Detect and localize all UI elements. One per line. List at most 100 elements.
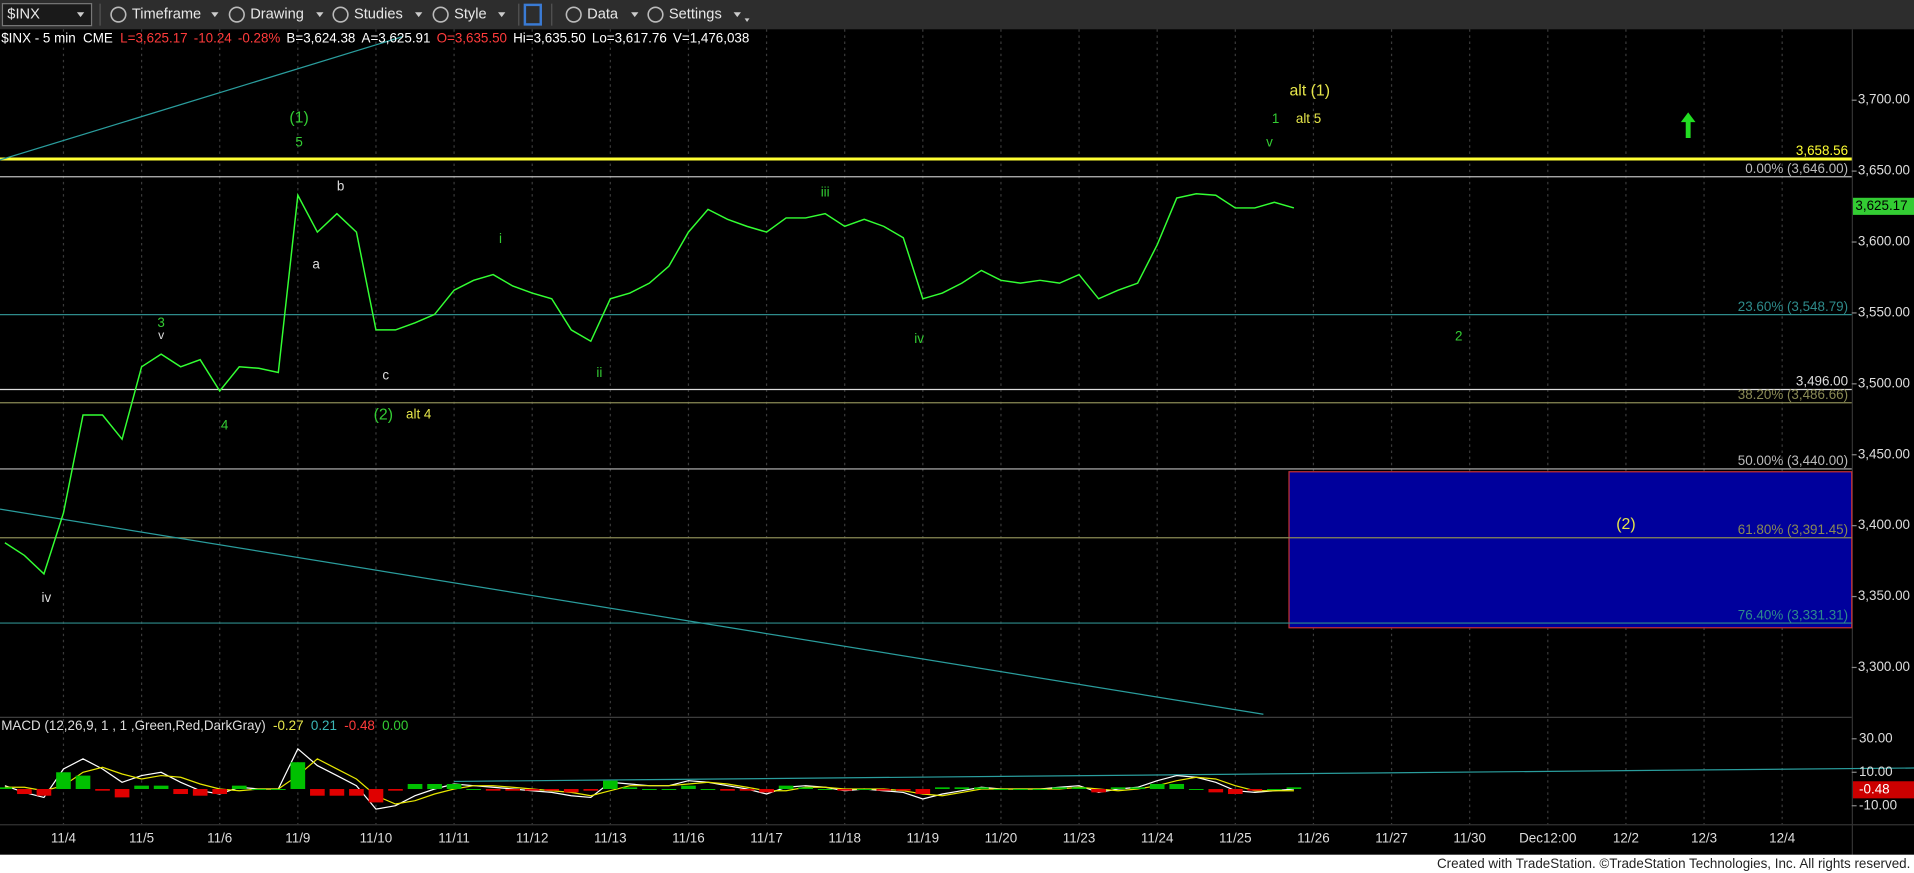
menu-label[interactable]: Data xyxy=(587,7,619,23)
macd-histogram-bar xyxy=(876,789,892,791)
x-tick-label: 11/10 xyxy=(360,830,393,845)
menu-item[interactable]: Studies xyxy=(332,7,423,23)
wave-label: 2 xyxy=(1455,329,1462,344)
macd-histogram-bar xyxy=(837,789,853,791)
up-arrow xyxy=(1680,112,1696,138)
macd-histogram-bar xyxy=(935,787,950,790)
menu-item[interactable]: Drawing xyxy=(228,6,324,23)
macd-histogram-bar xyxy=(993,789,1009,790)
macd-histogram-bar xyxy=(856,789,872,790)
quote: -0.28% xyxy=(238,31,281,46)
wave-label: (1) xyxy=(289,110,308,127)
quote: O=3,635.50 xyxy=(437,31,507,46)
indicator-readout: -0.27 xyxy=(273,718,304,733)
dropdown-arrow xyxy=(76,12,85,18)
menu-label[interactable]: Drawing xyxy=(250,7,304,23)
x-tick-label: 11/17 xyxy=(750,830,783,845)
macd-histogram-bar xyxy=(563,789,579,793)
menu-label[interactable]: Style xyxy=(454,7,487,23)
macd-histogram-bar xyxy=(466,789,481,790)
macd-histogram-bar xyxy=(173,789,188,795)
macd-histogram-bar xyxy=(368,789,384,803)
x-tick-label: 11/16 xyxy=(672,830,705,845)
level-label: 3,658.56 xyxy=(1796,143,1848,158)
indicator-readout: 0.00 xyxy=(382,718,408,733)
level-label: 76.40% (3,331.31) xyxy=(1738,607,1848,622)
last-value-label: -0.48 xyxy=(1859,781,1890,796)
trend-line xyxy=(0,36,403,161)
x-tick-label: 12/4 xyxy=(1769,830,1796,845)
quote: A=3,625.91 xyxy=(362,31,431,46)
macd-histogram-bar xyxy=(974,787,989,790)
menu-item[interactable]: Style xyxy=(432,7,506,23)
y-tick-label: 3,650.00 xyxy=(1858,163,1910,178)
macd-histogram-bar xyxy=(817,789,833,790)
macd-histogram-bar xyxy=(1091,789,1106,793)
layout-icon[interactable] xyxy=(523,3,542,26)
x-tick-label: 11/25 xyxy=(1219,830,1252,845)
macd-histogram-bar xyxy=(251,789,267,790)
menu-icon xyxy=(110,6,127,23)
x-tick-label: 11/27 xyxy=(1375,830,1408,845)
indicator-readout: 0.21 xyxy=(311,718,337,733)
menu-label[interactable]: Timeframe xyxy=(132,7,201,23)
macd-histogram-bar xyxy=(446,783,462,790)
level-label: 61.80% (3,391.45) xyxy=(1738,522,1848,537)
menu-item[interactable]: Data xyxy=(565,7,639,23)
macd-histogram-bar xyxy=(1169,783,1185,790)
macd-histogram-bar xyxy=(583,789,599,791)
menu-item[interactable]: Timeframe xyxy=(110,6,219,23)
x-tick-label: 11/30 xyxy=(1453,830,1486,845)
level-label: 38.20% (3,486.66) xyxy=(1738,387,1848,402)
menu-icon xyxy=(228,6,245,23)
macd-histogram-bar xyxy=(36,789,52,796)
macd-histogram-bar xyxy=(661,789,677,790)
macd-histogram-bar xyxy=(895,789,911,791)
quote: -10.24 xyxy=(194,31,233,46)
quote: L=3,625.17 xyxy=(120,31,187,46)
y-tick-label: -10.00 xyxy=(1859,797,1897,812)
macd-histogram-bar xyxy=(56,772,71,790)
macd-histogram-bar xyxy=(681,785,696,790)
macd-histogram-bar xyxy=(915,789,931,795)
macd-histogram-bar xyxy=(1110,787,1126,790)
x-tick-label: 11/5 xyxy=(129,830,154,845)
macd-histogram-bar xyxy=(153,785,169,790)
footer-text: Created with TradeStation. ©TradeStation… xyxy=(1437,856,1910,871)
macd-histogram-bar xyxy=(603,780,618,790)
y-tick-label: 3,700.00 xyxy=(1858,92,1910,107)
menu-icon xyxy=(647,6,664,23)
dropdown-arrow xyxy=(733,12,741,18)
macd-histogram-bar xyxy=(739,789,755,791)
wave-label: a xyxy=(312,256,320,271)
trend-line xyxy=(454,767,1914,783)
menu-item[interactable]: Settings xyxy=(647,6,741,23)
price-line xyxy=(4,192,1295,576)
macd-histogram-bar xyxy=(1149,783,1165,790)
wave-label: 5 xyxy=(295,134,302,149)
quote: Hi=3,635.50 xyxy=(513,31,586,46)
wave-label: iv xyxy=(42,590,52,605)
symbol-text[interactable]: $INX xyxy=(7,7,40,23)
x-tick-label: 11/13 xyxy=(594,830,627,845)
wave-label: i xyxy=(499,231,502,246)
macd-histogram-bar xyxy=(798,787,813,790)
y-tick-label: 10.00 xyxy=(1859,764,1893,779)
menu-label[interactable]: Settings xyxy=(669,7,722,23)
macd-histogram-bar xyxy=(1052,787,1067,790)
level-label: 50.00% (3,440.00) xyxy=(1738,453,1848,468)
x-tick-label: 11/6 xyxy=(207,830,232,845)
macd-histogram-bar xyxy=(759,789,774,793)
macd-histogram-bar xyxy=(1267,789,1282,790)
macd-histogram-bar xyxy=(290,762,306,790)
menu-label[interactable]: Studies xyxy=(354,7,403,23)
macd-histogram-bar xyxy=(720,789,735,791)
macd-line xyxy=(4,758,1294,805)
symbol-info: $INX - 5 min xyxy=(1,31,76,46)
quote: V=1,476,038 xyxy=(673,31,749,46)
x-tick-label: 12/3 xyxy=(1691,830,1717,845)
quote: Lo=3,617.76 xyxy=(592,31,667,46)
symbol-input[interactable] xyxy=(1,3,93,27)
